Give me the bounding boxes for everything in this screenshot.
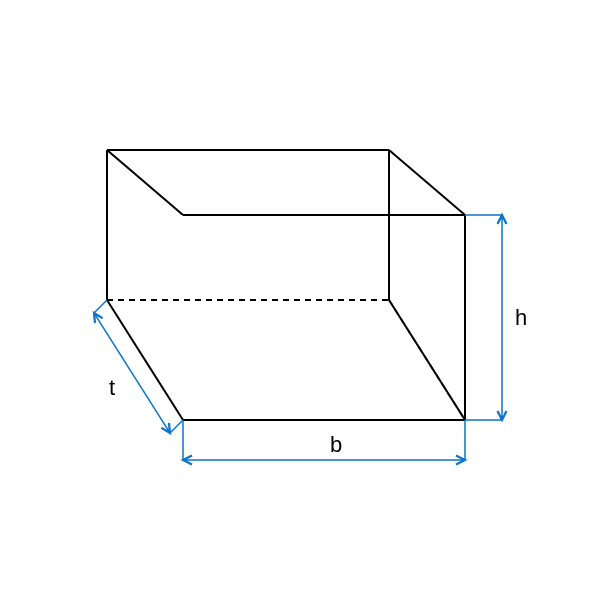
label-b: b <box>330 432 342 457</box>
label-h: h <box>515 305 527 330</box>
cuboid-diagram: b h t <box>0 0 600 600</box>
dimension-t <box>94 313 170 433</box>
dimension-lines: b h t <box>94 215 527 460</box>
cuboid-edges <box>107 150 465 420</box>
label-t: t <box>109 375 115 400</box>
